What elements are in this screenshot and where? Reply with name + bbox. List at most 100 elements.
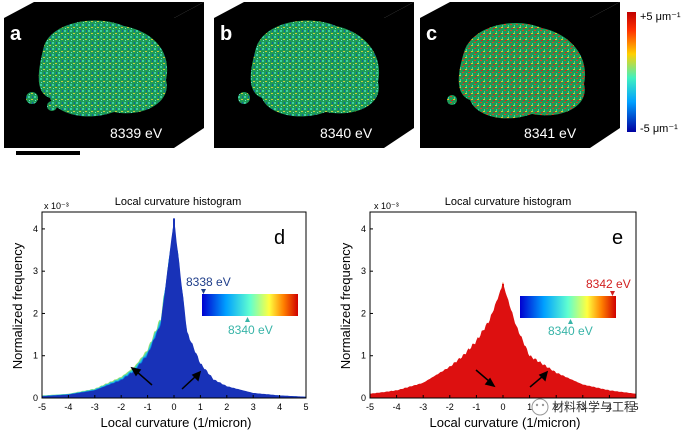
legend-start-marker (610, 291, 615, 296)
x-tick-label: -2 (446, 402, 454, 412)
y-axis-title: Normalized frequency (338, 242, 353, 369)
y-tick-label: 3 (33, 266, 38, 276)
chart-title: Local curvature histogram (445, 196, 572, 208)
particle-volume (38, 20, 168, 117)
y-axis: 0 1 2 3 4 (361, 224, 373, 403)
panel-letter: d (274, 227, 285, 249)
colorbar-max: +5 μm⁻¹ (640, 11, 681, 23)
x-tick-label: 2 (554, 402, 559, 412)
volume-box-side (590, 2, 620, 148)
volume-box-top (4, 2, 204, 18)
legend-gradient (202, 294, 298, 316)
x-tick-label: -3 (419, 402, 427, 412)
energy-label: 8339 eV (110, 125, 163, 141)
legend-end-marker (245, 317, 250, 322)
y-exponent-label: x 10⁻³ (44, 201, 69, 211)
x-tick-label: 3 (580, 402, 585, 412)
particle-fragment (238, 92, 250, 104)
volume-box-side (384, 2, 414, 148)
panel-b: b 8340 eV (214, 2, 414, 148)
legend-gradient (520, 296, 616, 318)
panel-c: c 8341 eV (420, 2, 620, 148)
y-exponent-label: x 10⁻³ (374, 201, 399, 211)
x-tick-label: -4 (64, 402, 72, 412)
x-tick-label: -1 (144, 402, 152, 412)
y-tick-label: 1 (33, 351, 38, 361)
x-tick-label: 4 (277, 402, 282, 412)
arrow-right-head (538, 370, 549, 382)
y-tick-label: 2 (361, 308, 366, 318)
watermark: 材料科学与工程 (531, 398, 636, 416)
legend-start-label: 8338 eV (186, 275, 231, 289)
volume-box-top (214, 2, 414, 18)
arrow-right (181, 375, 197, 390)
x-tick-label: 0 (171, 402, 176, 412)
particle-volume (458, 22, 586, 119)
legend-end-marker (568, 319, 573, 324)
particle-fragment (447, 95, 457, 105)
panel-letter: b (220, 23, 232, 45)
energy-label: 8340 eV (320, 125, 373, 141)
histogram-chart-d: Local curvature histogram x 10⁻³ -5 -4 -3-… (10, 196, 309, 430)
arrow-right (529, 375, 544, 388)
colorbar: +5 μm⁻¹ -5 μm⁻¹ (627, 11, 681, 135)
y-tick-label: 4 (33, 224, 38, 234)
x-tick-label: -5 (38, 402, 46, 412)
y-axis: 0 1 2 3 4 (33, 224, 45, 403)
y-axis-title: Normalized frequency (10, 242, 25, 369)
legend-start-label: 8342 eV (586, 277, 631, 291)
y-tick-label: 3 (361, 266, 366, 276)
scale-bar (16, 151, 80, 155)
wechat-icon-eye (541, 403, 545, 407)
panel-letter: e (612, 227, 623, 249)
colorbar-gradient (627, 12, 636, 132)
volume-box-top (420, 2, 620, 18)
chart-title: Local curvature histogram (115, 196, 242, 208)
particle-volume (250, 20, 380, 117)
x-tick-label: -3 (91, 402, 99, 412)
plot-area (42, 218, 306, 398)
x-tick-label: 0 (500, 402, 505, 412)
panel-letter: a (10, 23, 22, 45)
x-tick-label: -4 (393, 402, 401, 412)
x-axis: -5 -4 -3 -2 -1 0 1 2 3 4 5 (38, 395, 309, 412)
legend-end-label: 8340 eV (548, 324, 593, 338)
y-tick-label: 1 (361, 351, 366, 361)
arrow-left-head (130, 366, 142, 377)
x-axis-title: Local curvature (1/micron) (430, 415, 581, 430)
x-tick-label: -2 (117, 402, 125, 412)
panel-letter: c (426, 23, 437, 45)
x-tick-label: 4 (607, 402, 612, 412)
wechat-icon (531, 398, 549, 416)
x-axis-title: Local curvature (1/micron) (101, 415, 252, 430)
x-tick-label: 2 (224, 402, 229, 412)
arrow-left-head (484, 377, 496, 388)
arrow-right-head (191, 370, 202, 382)
trend-arrows (475, 369, 549, 388)
x-tick-label: -1 (472, 402, 480, 412)
legend-end-label: 8340 eV (228, 323, 273, 337)
y-tick-label: 4 (361, 224, 366, 234)
x-tick-label: 1 (527, 402, 532, 412)
volume-box-side (174, 2, 204, 148)
colorbar-min: -5 μm⁻¹ (640, 123, 678, 135)
x-tick-label: 5 (633, 402, 638, 412)
trend-arrows (130, 366, 202, 390)
plot-area (370, 281, 636, 398)
x-tick-label: 5 (303, 402, 308, 412)
x-tick-label: 1 (198, 402, 203, 412)
panel-a: a 8339 eV (4, 2, 204, 148)
energy-label: 8341 eV (524, 125, 577, 141)
x-tick-label: 3 (251, 402, 256, 412)
arrow-left (475, 369, 491, 383)
watermark-text: 材料科学与工程 (552, 399, 636, 414)
legend-start-marker (201, 289, 206, 294)
x-tick-label: -5 (366, 402, 374, 412)
x-axis: -5 -4 -3 -2 -1 0 1 2 3 4 5 (366, 395, 639, 412)
y-tick-label: 2 (33, 308, 38, 318)
wechat-icon-eye (535, 403, 539, 407)
particle-fragment (26, 92, 38, 104)
y-tick-label: 0 (361, 393, 366, 403)
histogram-chart-e: Local curvature histogram x 10⁻³ -5 -4 -3-… (338, 196, 639, 430)
